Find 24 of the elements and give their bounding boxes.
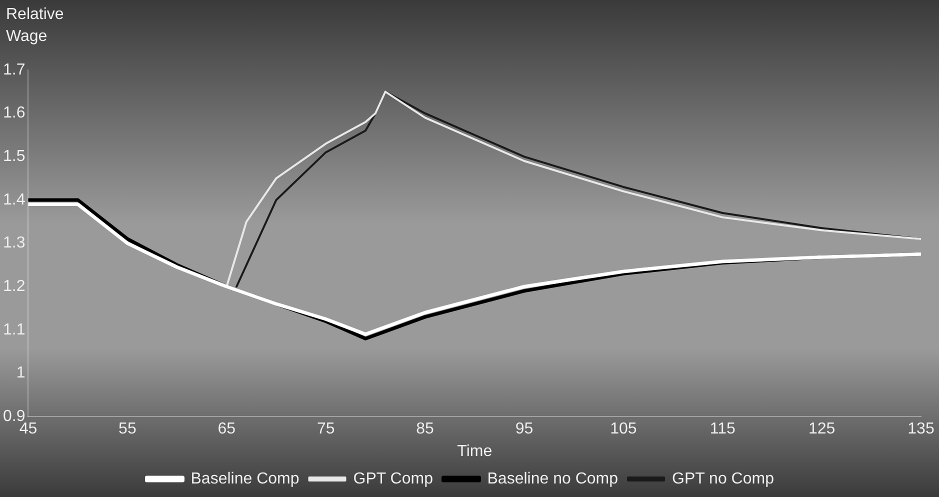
legend-label: Baseline Comp <box>190 470 300 488</box>
x-tick-label: 75 <box>316 420 335 438</box>
y-tick-label: 1.2 <box>2 278 26 296</box>
x-tick-label: 105 <box>610 420 637 438</box>
x-tick-label: 65 <box>218 420 236 438</box>
x-axis-title: Time <box>457 442 492 460</box>
x-tick-label: 45 <box>19 420 38 438</box>
x-tick-label: 115 <box>710 420 736 438</box>
y-tick-label: 1.6 <box>2 104 26 122</box>
x-tick-label: 85 <box>416 420 434 438</box>
x-tick-label: 125 <box>808 420 836 438</box>
y-tick-label: 1.3 <box>2 234 26 252</box>
x-tick-label: 95 <box>515 420 534 438</box>
legend-label: Baseline no Comp <box>487 470 618 488</box>
x-tick-label: 55 <box>118 420 136 438</box>
legend-label: GPT no Comp <box>672 470 774 488</box>
x-tick-label: 135 <box>908 420 934 438</box>
y-axis-title: Relative Wage <box>6 5 65 47</box>
y-tick-label: 1.1 <box>2 321 26 338</box>
y-tick-label: 1 <box>16 364 26 382</box>
y-tick-label: 1.5 <box>2 148 26 166</box>
y-tick-label: 1.4 <box>2 191 26 208</box>
legend-label: GPT Comp <box>353 470 434 488</box>
y-tick-label: 1.7 <box>2 61 26 78</box>
